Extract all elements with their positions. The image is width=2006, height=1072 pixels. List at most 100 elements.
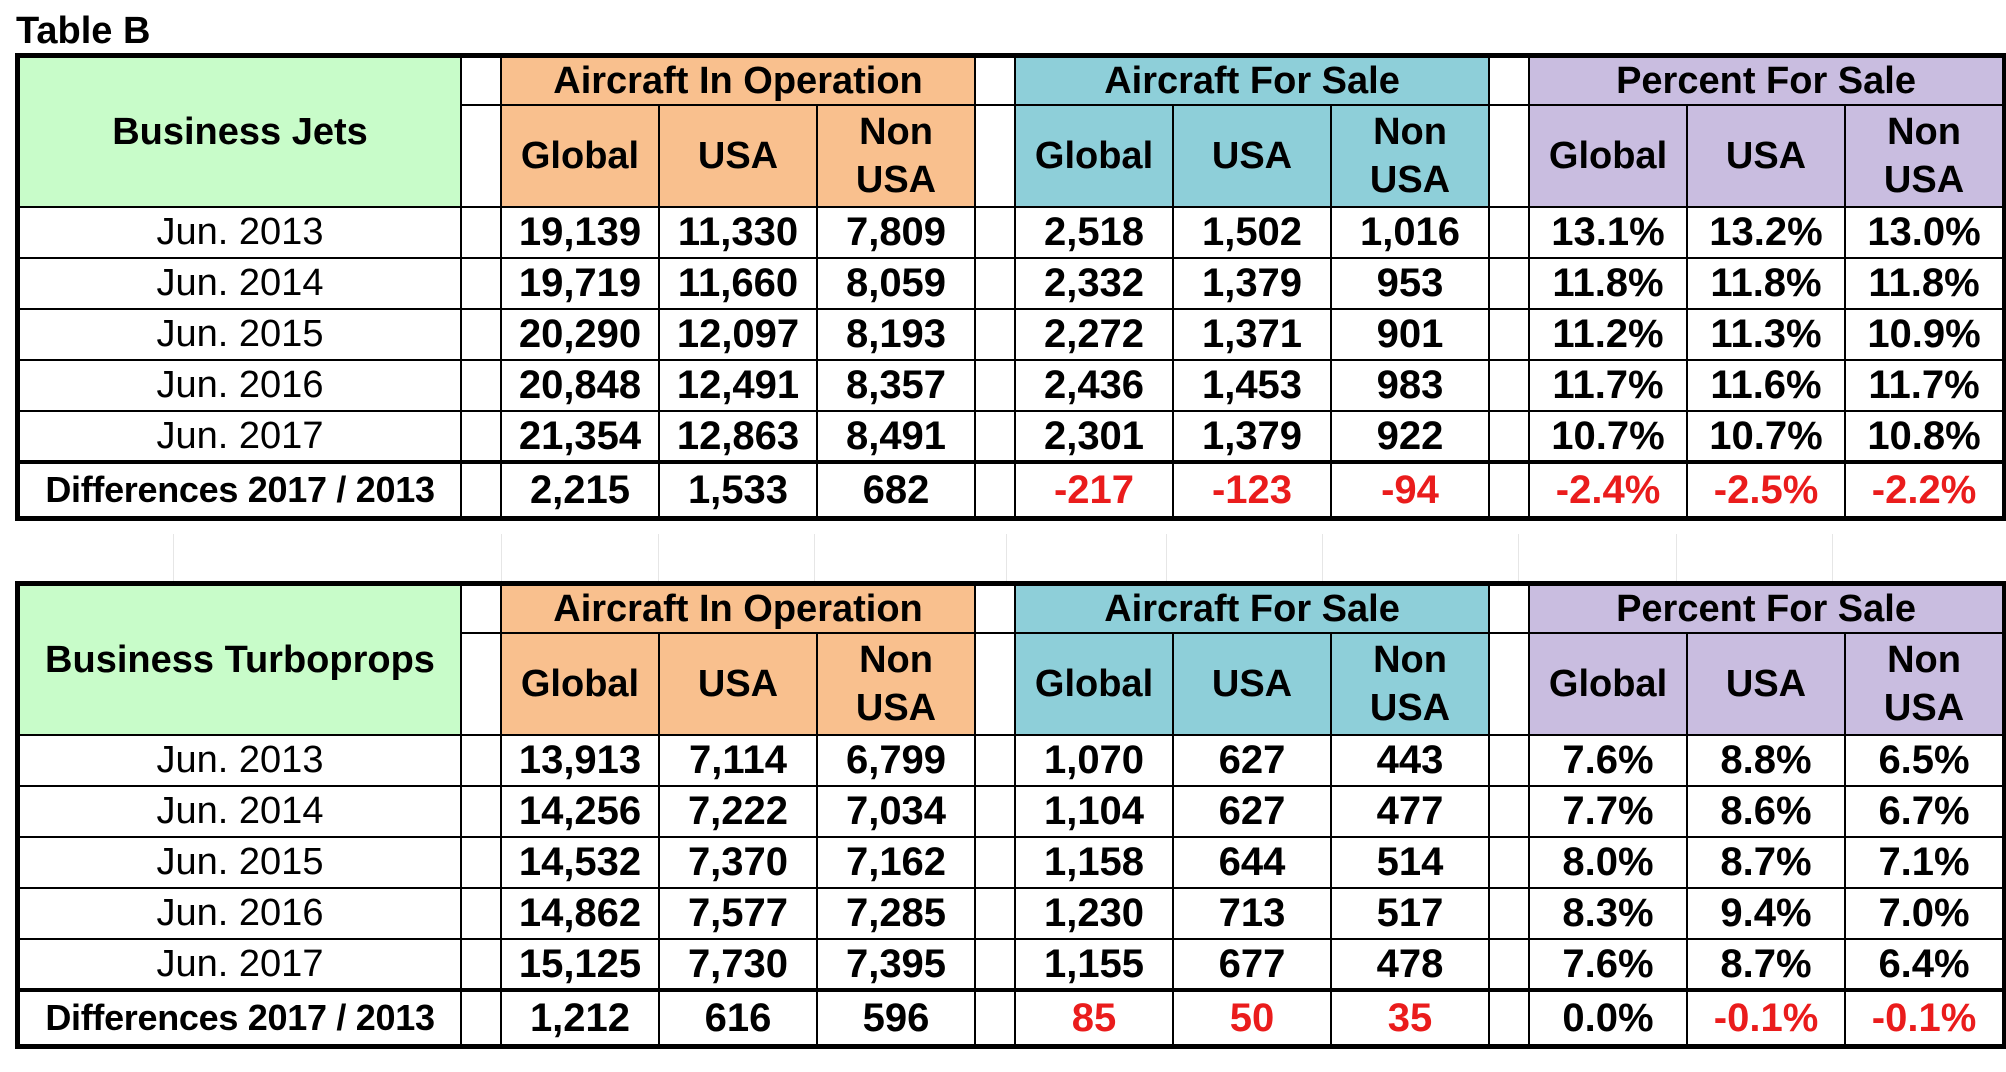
value-cell: 13,913 — [500, 734, 660, 787]
group-header: Percent For Sale — [1528, 56, 2005, 106]
difference-value: -217 — [1014, 460, 1175, 518]
value-cell: 15,125 — [500, 938, 660, 991]
gap-cell — [1488, 257, 1531, 310]
value-cell: 7,809 — [815, 206, 977, 259]
value-cell: 8.0% — [1528, 836, 1689, 889]
column-header: Non USA — [1330, 632, 1491, 736]
page-title: Table B — [16, 10, 151, 52]
gap-cell — [1488, 359, 1531, 412]
differences-row: Differences 2017 / 2013 1,212 616 596 85 50 35… — [18, 988, 2005, 1046]
value-cell: 514 — [1330, 836, 1491, 889]
value-cell: 11.6% — [1686, 359, 1847, 412]
table-row: Jun. 2015 20,290 12,097 8,193 2,272 1,371 901 1… — [18, 308, 2005, 361]
table-row: Jun. 2017 15,125 7,730 7,395 1,155 677 478 7.6%… — [18, 938, 2005, 991]
value-cell: 12,491 — [658, 359, 818, 412]
gap-cell — [460, 988, 502, 1046]
value-cell: 7,370 — [658, 836, 818, 889]
value-cell: 2,332 — [1014, 257, 1175, 310]
column-header: Global — [1528, 104, 1689, 208]
gap-cell — [1488, 410, 1531, 463]
gap-cell — [1488, 104, 1531, 208]
gap-cell — [460, 887, 502, 940]
category-header: Business Turboprops — [18, 584, 462, 736]
column-header: Global — [1014, 104, 1175, 208]
column-header: USA — [658, 632, 818, 736]
value-cell: 6.4% — [1844, 938, 2005, 991]
value-cell: 13.2% — [1686, 206, 1847, 259]
column-header: Non USA — [815, 104, 977, 208]
table-row: Jun. 2013 13,913 7,114 6,799 1,070 627 443 7.6%… — [18, 734, 2005, 787]
differences-label: Differences 2017 / 2013 — [18, 460, 462, 518]
value-cell: 11.3% — [1686, 308, 1847, 361]
value-cell: 7,162 — [815, 836, 977, 889]
gap-cell — [974, 56, 1017, 106]
gap-cell — [974, 308, 1017, 361]
table-row: Jun. 2016 20,848 12,491 8,357 2,436 1,453 983 1… — [18, 359, 2005, 412]
row-label: Jun. 2015 — [18, 308, 462, 361]
value-cell: 7,730 — [658, 938, 818, 991]
value-cell: 8,193 — [815, 308, 977, 361]
gap-cell — [460, 460, 502, 518]
value-cell: 19,719 — [500, 257, 660, 310]
difference-value: 35 — [1330, 988, 1491, 1046]
difference-value: -0.1% — [1844, 988, 2005, 1046]
difference-value: 50 — [1172, 988, 1333, 1046]
value-cell: 6,799 — [815, 734, 977, 787]
gap-cell — [1488, 988, 1531, 1046]
gap-cell — [460, 836, 502, 889]
value-cell: 644 — [1172, 836, 1333, 889]
business-jets-table: Business Jets Aircraft In Operation Aircra… — [14, 53, 2006, 521]
value-cell: 9.4% — [1686, 887, 1847, 940]
value-cell: 8.7% — [1686, 938, 1847, 991]
value-cell: 8,059 — [815, 257, 977, 310]
gap-cell — [1488, 206, 1531, 259]
gap-cell — [974, 938, 1017, 991]
gap-cell — [974, 206, 1017, 259]
difference-value: -2.4% — [1528, 460, 1689, 518]
column-header: USA — [1686, 632, 1847, 736]
gap-cell — [460, 56, 502, 106]
gap-cell — [1488, 887, 1531, 940]
table-row: Jun. 2015 14,532 7,370 7,162 1,158 644 514 8.0%… — [18, 836, 2005, 889]
gap-cell — [460, 308, 502, 361]
column-header: USA — [1172, 632, 1333, 736]
value-cell: 1,379 — [1172, 410, 1333, 463]
difference-value: 1,533 — [658, 460, 818, 518]
difference-value: 2,215 — [500, 460, 660, 518]
value-cell: 2,272 — [1014, 308, 1175, 361]
group-header: Percent For Sale — [1528, 584, 2005, 634]
value-cell: 7.0% — [1844, 887, 2005, 940]
column-header: USA — [658, 104, 818, 208]
value-cell: 1,016 — [1330, 206, 1491, 259]
value-cell: 7.7% — [1528, 785, 1689, 838]
value-cell: 10.7% — [1528, 410, 1689, 463]
value-cell: 11,660 — [658, 257, 818, 310]
table-row: Jun. 2016 14,862 7,577 7,285 1,230 713 517 8.3%… — [18, 887, 2005, 940]
category-header: Business Jets — [18, 56, 462, 208]
value-cell: 8.6% — [1686, 785, 1847, 838]
difference-value: 682 — [815, 460, 977, 518]
gap-cell — [1488, 836, 1531, 889]
column-header: Global — [1014, 632, 1175, 736]
value-cell: 13.0% — [1844, 206, 2005, 259]
value-cell: 7,395 — [815, 938, 977, 991]
value-cell: 21,354 — [500, 410, 660, 463]
value-cell: 12,097 — [658, 308, 818, 361]
difference-value: 616 — [658, 988, 818, 1046]
difference-value: -0.1% — [1686, 988, 1847, 1046]
gap-cell — [974, 632, 1017, 736]
value-cell: 1,371 — [1172, 308, 1333, 361]
gap-cell — [460, 206, 502, 259]
difference-value: -2.2% — [1844, 460, 2005, 518]
difference-value: -2.5% — [1686, 460, 1847, 518]
gap-cell — [460, 104, 502, 208]
row-label: Jun. 2014 — [18, 785, 462, 838]
row-label: Jun. 2015 — [18, 836, 462, 889]
column-header: USA — [1172, 104, 1333, 208]
gap-cell — [460, 359, 502, 412]
value-cell: 1,379 — [1172, 257, 1333, 310]
value-cell: 7,577 — [658, 887, 818, 940]
value-cell: 10.7% — [1686, 410, 1847, 463]
gap-cell — [974, 988, 1017, 1046]
value-cell: 11.2% — [1528, 308, 1689, 361]
